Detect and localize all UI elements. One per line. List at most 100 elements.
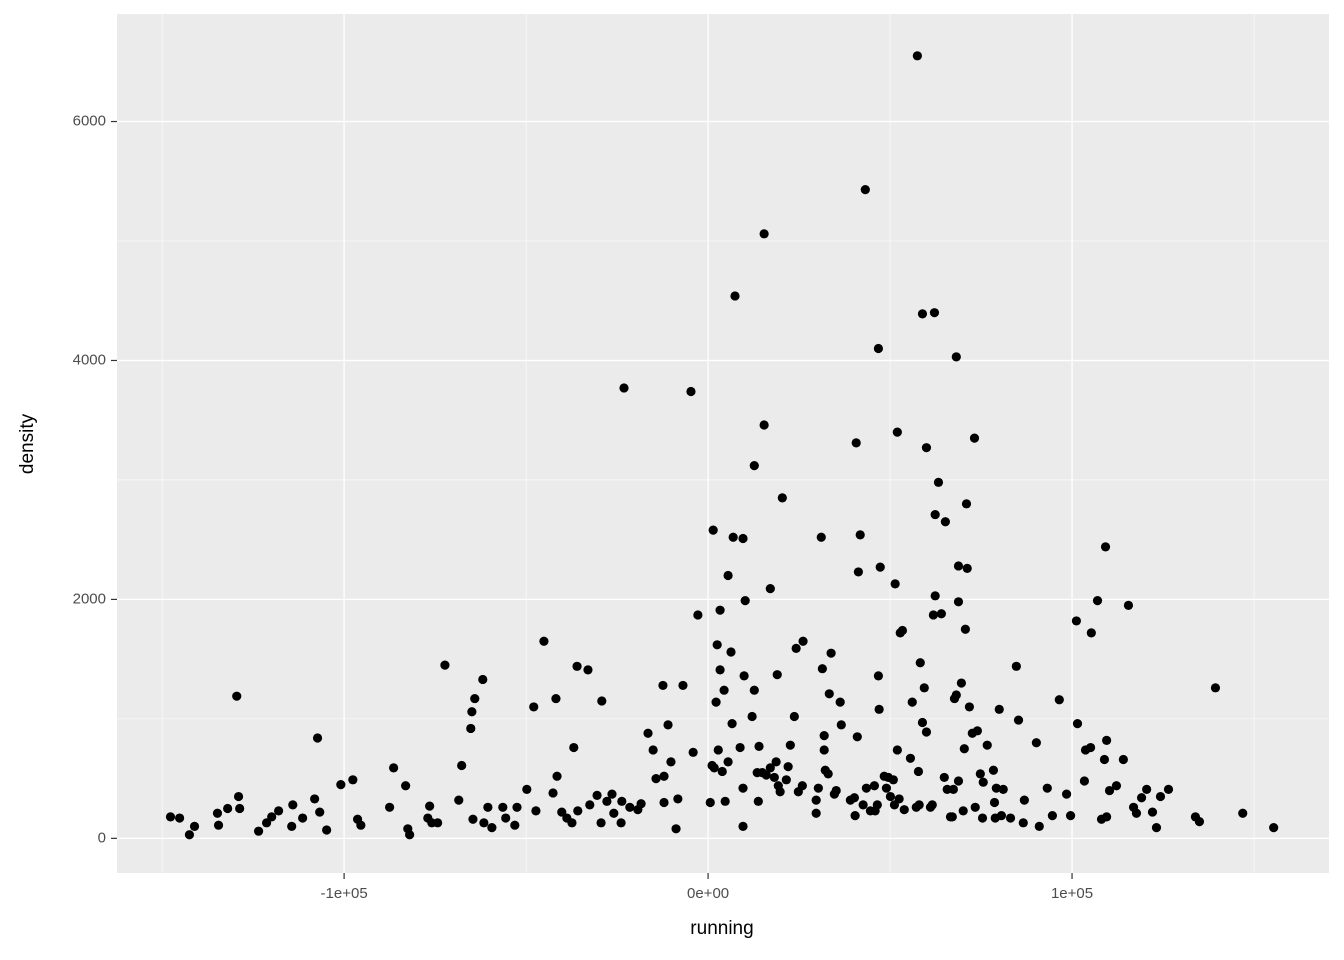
point bbox=[1042, 783, 1052, 793]
point bbox=[989, 797, 1000, 808]
point bbox=[1104, 785, 1115, 796]
point bbox=[715, 605, 725, 615]
point bbox=[961, 499, 972, 509]
point bbox=[970, 802, 980, 812]
point bbox=[823, 769, 833, 779]
point bbox=[1155, 791, 1166, 802]
point bbox=[233, 791, 244, 802]
point bbox=[855, 530, 865, 540]
point bbox=[905, 753, 916, 763]
point bbox=[962, 563, 972, 573]
point bbox=[1147, 807, 1158, 817]
point bbox=[529, 702, 539, 712]
point bbox=[753, 796, 763, 806]
point bbox=[1194, 817, 1205, 827]
point bbox=[705, 797, 715, 808]
point bbox=[1123, 600, 1134, 610]
point bbox=[592, 790, 602, 800]
point bbox=[389, 763, 399, 773]
point bbox=[1019, 795, 1029, 805]
point bbox=[735, 742, 745, 753]
x-axis-title: running bbox=[690, 918, 753, 939]
point bbox=[1269, 823, 1279, 833]
point bbox=[1100, 542, 1111, 552]
point bbox=[165, 812, 176, 822]
point bbox=[712, 640, 722, 650]
point bbox=[548, 788, 558, 798]
y-tick-label: 2000 bbox=[73, 590, 106, 607]
point bbox=[1031, 738, 1041, 748]
point bbox=[881, 783, 892, 793]
point bbox=[454, 795, 464, 805]
point bbox=[1102, 812, 1112, 822]
point bbox=[288, 800, 298, 810]
y-tick-label: 4000 bbox=[73, 351, 106, 368]
point bbox=[552, 771, 562, 781]
grid bbox=[117, 14, 1329, 873]
point bbox=[936, 609, 946, 619]
point bbox=[708, 525, 718, 535]
point bbox=[1034, 821, 1044, 832]
point bbox=[978, 777, 988, 787]
point bbox=[754, 741, 764, 751]
point bbox=[811, 808, 821, 818]
point bbox=[478, 674, 488, 685]
point bbox=[835, 697, 845, 707]
point bbox=[951, 690, 961, 700]
point bbox=[913, 766, 924, 777]
point bbox=[479, 818, 489, 828]
point bbox=[467, 707, 477, 717]
point bbox=[1005, 813, 1016, 823]
point bbox=[964, 702, 975, 712]
point bbox=[315, 807, 325, 817]
point bbox=[892, 427, 902, 437]
points bbox=[165, 51, 1279, 840]
point bbox=[759, 420, 769, 430]
point bbox=[873, 671, 884, 681]
point bbox=[1054, 695, 1064, 705]
point bbox=[765, 584, 775, 594]
point bbox=[940, 517, 950, 527]
point bbox=[749, 461, 759, 471]
point bbox=[596, 818, 606, 828]
point bbox=[713, 745, 723, 755]
point bbox=[663, 720, 673, 730]
point bbox=[466, 723, 476, 734]
point bbox=[678, 680, 688, 691]
y-axis-title: density bbox=[17, 413, 38, 474]
point bbox=[1061, 789, 1072, 799]
point bbox=[956, 678, 966, 688]
point bbox=[728, 532, 738, 542]
point bbox=[1210, 683, 1221, 693]
point bbox=[819, 745, 829, 755]
point bbox=[738, 533, 748, 544]
point bbox=[1099, 754, 1110, 765]
point bbox=[930, 509, 940, 520]
point bbox=[972, 726, 983, 736]
point bbox=[658, 680, 668, 691]
point bbox=[769, 772, 779, 783]
x-tick-label: 0e+00 bbox=[687, 885, 729, 902]
point bbox=[1238, 808, 1248, 818]
point bbox=[212, 808, 223, 818]
point bbox=[569, 742, 579, 753]
point bbox=[813, 783, 823, 793]
point bbox=[917, 717, 928, 728]
point bbox=[785, 740, 795, 750]
point bbox=[688, 747, 698, 757]
point bbox=[619, 383, 629, 393]
point bbox=[811, 795, 821, 805]
panel bbox=[117, 14, 1329, 873]
point bbox=[213, 820, 224, 830]
point bbox=[959, 744, 969, 754]
point bbox=[875, 562, 885, 572]
point bbox=[261, 818, 272, 828]
point bbox=[899, 805, 909, 815]
point bbox=[727, 719, 737, 729]
point bbox=[287, 821, 297, 832]
point bbox=[720, 796, 730, 806]
point bbox=[719, 685, 729, 695]
point bbox=[958, 806, 968, 816]
point bbox=[765, 763, 775, 773]
